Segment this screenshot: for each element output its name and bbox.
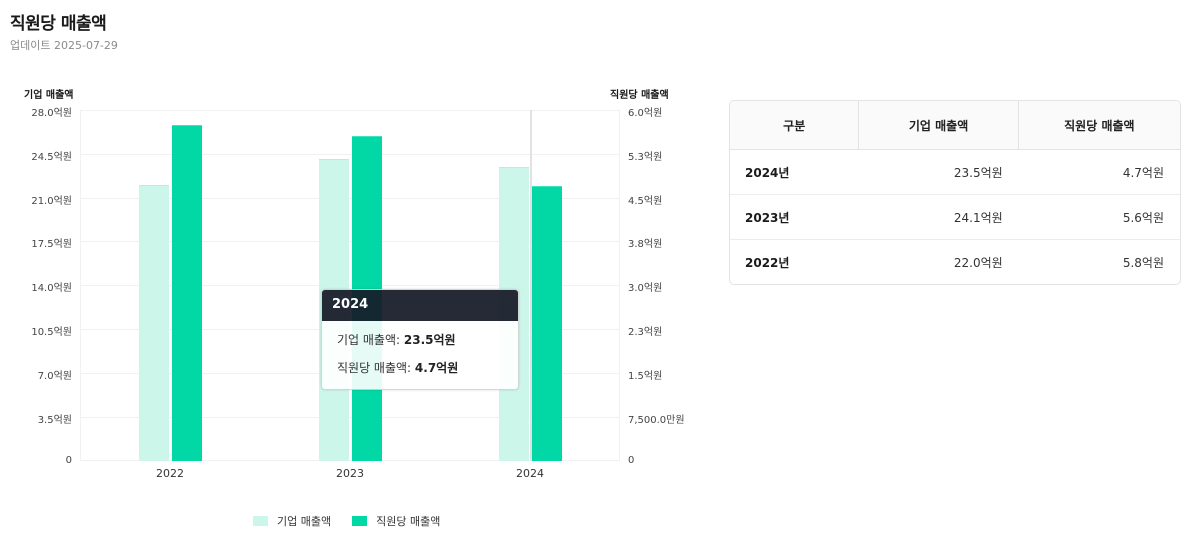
right-tick: 0: [628, 455, 635, 466]
chart-tooltip: 2024 기업 매출액: 23.5억원 직원당 매출액: 4.7억원: [321, 289, 519, 390]
bar-per-employee-revenue-2024[interactable]: [532, 186, 562, 461]
right-tick: 6.0억원: [628, 108, 663, 119]
cell-per-employee-revenue: 4.7억원: [1122, 165, 1164, 180]
right-tick: 2.3억원: [628, 327, 663, 338]
hover-cursor-line: [530, 110, 532, 461]
legend-swatch-icon: [352, 516, 368, 526]
cell-company-revenue: 24.1억원: [953, 210, 1003, 225]
cell-per-employee-revenue: 5.8억원: [1122, 256, 1164, 270]
column-header-category: 구분: [730, 101, 860, 149]
gridline: [81, 154, 619, 155]
gridline: [81, 198, 619, 199]
right-tick: 1.5억원: [628, 371, 663, 382]
left-tick: 3.5억원: [37, 415, 72, 426]
revenue-chart: 기업 매출액 직원당 매출액 28.0억원 24.5억원 21.0억원 17.5…: [24, 90, 685, 529]
legend-item-per-employee-revenue[interactable]: 직원당 매출액: [352, 513, 440, 529]
cell-year: 2024년: [745, 165, 790, 180]
left-tick: 17.5억원: [31, 239, 72, 250]
cell-year: 2022년: [745, 256, 790, 270]
chart-legend: 기업 매출액 직원당 매출액: [253, 513, 461, 529]
left-tick: 28.0억원: [31, 108, 72, 119]
gridline: [81, 285, 619, 286]
cell-company-revenue: 22.0억원: [953, 256, 1003, 270]
left-tick: 0: [65, 455, 72, 466]
table-row: 2023년 24.1억원 5.6억원: [730, 195, 1180, 240]
cell-per-employee-revenue: 5.6억원: [1122, 210, 1164, 225]
column-header-company-revenue: 기업 매출액: [859, 101, 1019, 149]
updated-date: 업데이트 2025-07-29: [10, 39, 118, 52]
cell-year: 2023년: [745, 210, 790, 225]
bar-company-revenue-2022[interactable]: [139, 185, 169, 461]
tooltip-row-company-revenue: 기업 매출액: 23.5억원: [337, 329, 503, 357]
right-tick: 3.8억원: [628, 239, 663, 250]
left-tick: 10.5억원: [31, 327, 72, 338]
x-label-2022: 2022: [156, 467, 184, 480]
revenue-table: 구분 기업 매출액 직원당 매출액 2024년 23.5억원 4.7억원 202…: [729, 100, 1181, 285]
table-row: 2022년 22.0억원 5.8억원: [730, 240, 1180, 284]
left-tick: 24.5억원: [31, 152, 72, 163]
legend-label: 기업 매출액: [277, 515, 332, 528]
column-header-per-employee-revenue: 직원당 매출액: [1064, 118, 1135, 133]
table-row: 2024년 23.5억원 4.7억원: [730, 150, 1180, 195]
gridline: [81, 110, 619, 111]
right-tick: 7,500.0만원: [628, 415, 685, 426]
x-label-2023: 2023: [336, 467, 364, 480]
gridline: [81, 417, 619, 418]
tooltip-value: 4.7억원: [414, 361, 459, 375]
gridline: [81, 241, 619, 242]
left-tick: 21.0억원: [31, 196, 72, 207]
x-label-2024: 2024: [516, 467, 544, 480]
tooltip-title: 2024: [322, 290, 518, 321]
legend-item-company-revenue[interactable]: 기업 매출액: [253, 513, 331, 529]
legend-swatch-icon: [253, 516, 268, 526]
tooltip-label: 기업 매출액:: [337, 333, 404, 347]
legend-label: 직원당 매출액: [376, 515, 441, 528]
tooltip-label: 직원당 매출액:: [337, 361, 415, 375]
left-axis-title: 기업 매출액: [24, 90, 74, 101]
tooltip-value: 23.5억원: [403, 333, 456, 347]
page-title: 직원당 매출액: [10, 14, 107, 34]
left-tick: 7.0억원: [37, 371, 72, 382]
table-header: 구분 기업 매출액 직원당 매출액: [730, 101, 1180, 150]
right-tick: 5.3억원: [628, 152, 663, 163]
left-tick: 14.0억원: [31, 283, 72, 294]
cell-company-revenue: 23.5억원: [953, 165, 1003, 180]
x-axis-line: [81, 460, 619, 461]
tooltip-row-per-employee-revenue: 직원당 매출액: 4.7억원: [337, 357, 503, 385]
right-axis-title: 직원당 매출액: [610, 90, 669, 101]
right-tick: 3.0억원: [628, 283, 663, 294]
right-tick: 4.5억원: [628, 196, 663, 207]
bar-per-employee-revenue-2022[interactable]: [172, 125, 202, 461]
plot-area[interactable]: [80, 110, 620, 461]
